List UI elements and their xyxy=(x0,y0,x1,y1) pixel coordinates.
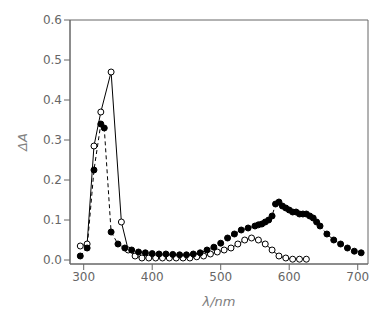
svg-text:ΔA: ΔA xyxy=(15,133,30,152)
svg-text:0.5: 0.5 xyxy=(43,53,62,67)
svg-text:0.2: 0.2 xyxy=(43,173,62,187)
svg-text:0.4: 0.4 xyxy=(43,93,62,107)
svg-text:0.1: 0.1 xyxy=(43,213,62,227)
svg-text:400: 400 xyxy=(141,270,164,284)
svg-text:0.0: 0.0 xyxy=(43,253,62,267)
svg-text:600: 600 xyxy=(278,270,301,284)
svg-text:0.6: 0.6 xyxy=(43,13,62,27)
svg-text:0.3: 0.3 xyxy=(43,133,62,147)
svg-text:λ/nm: λ/nm xyxy=(202,294,236,309)
svg-text:700: 700 xyxy=(346,270,369,284)
svg-text:500: 500 xyxy=(209,270,232,284)
svg-text:300: 300 xyxy=(72,270,95,284)
